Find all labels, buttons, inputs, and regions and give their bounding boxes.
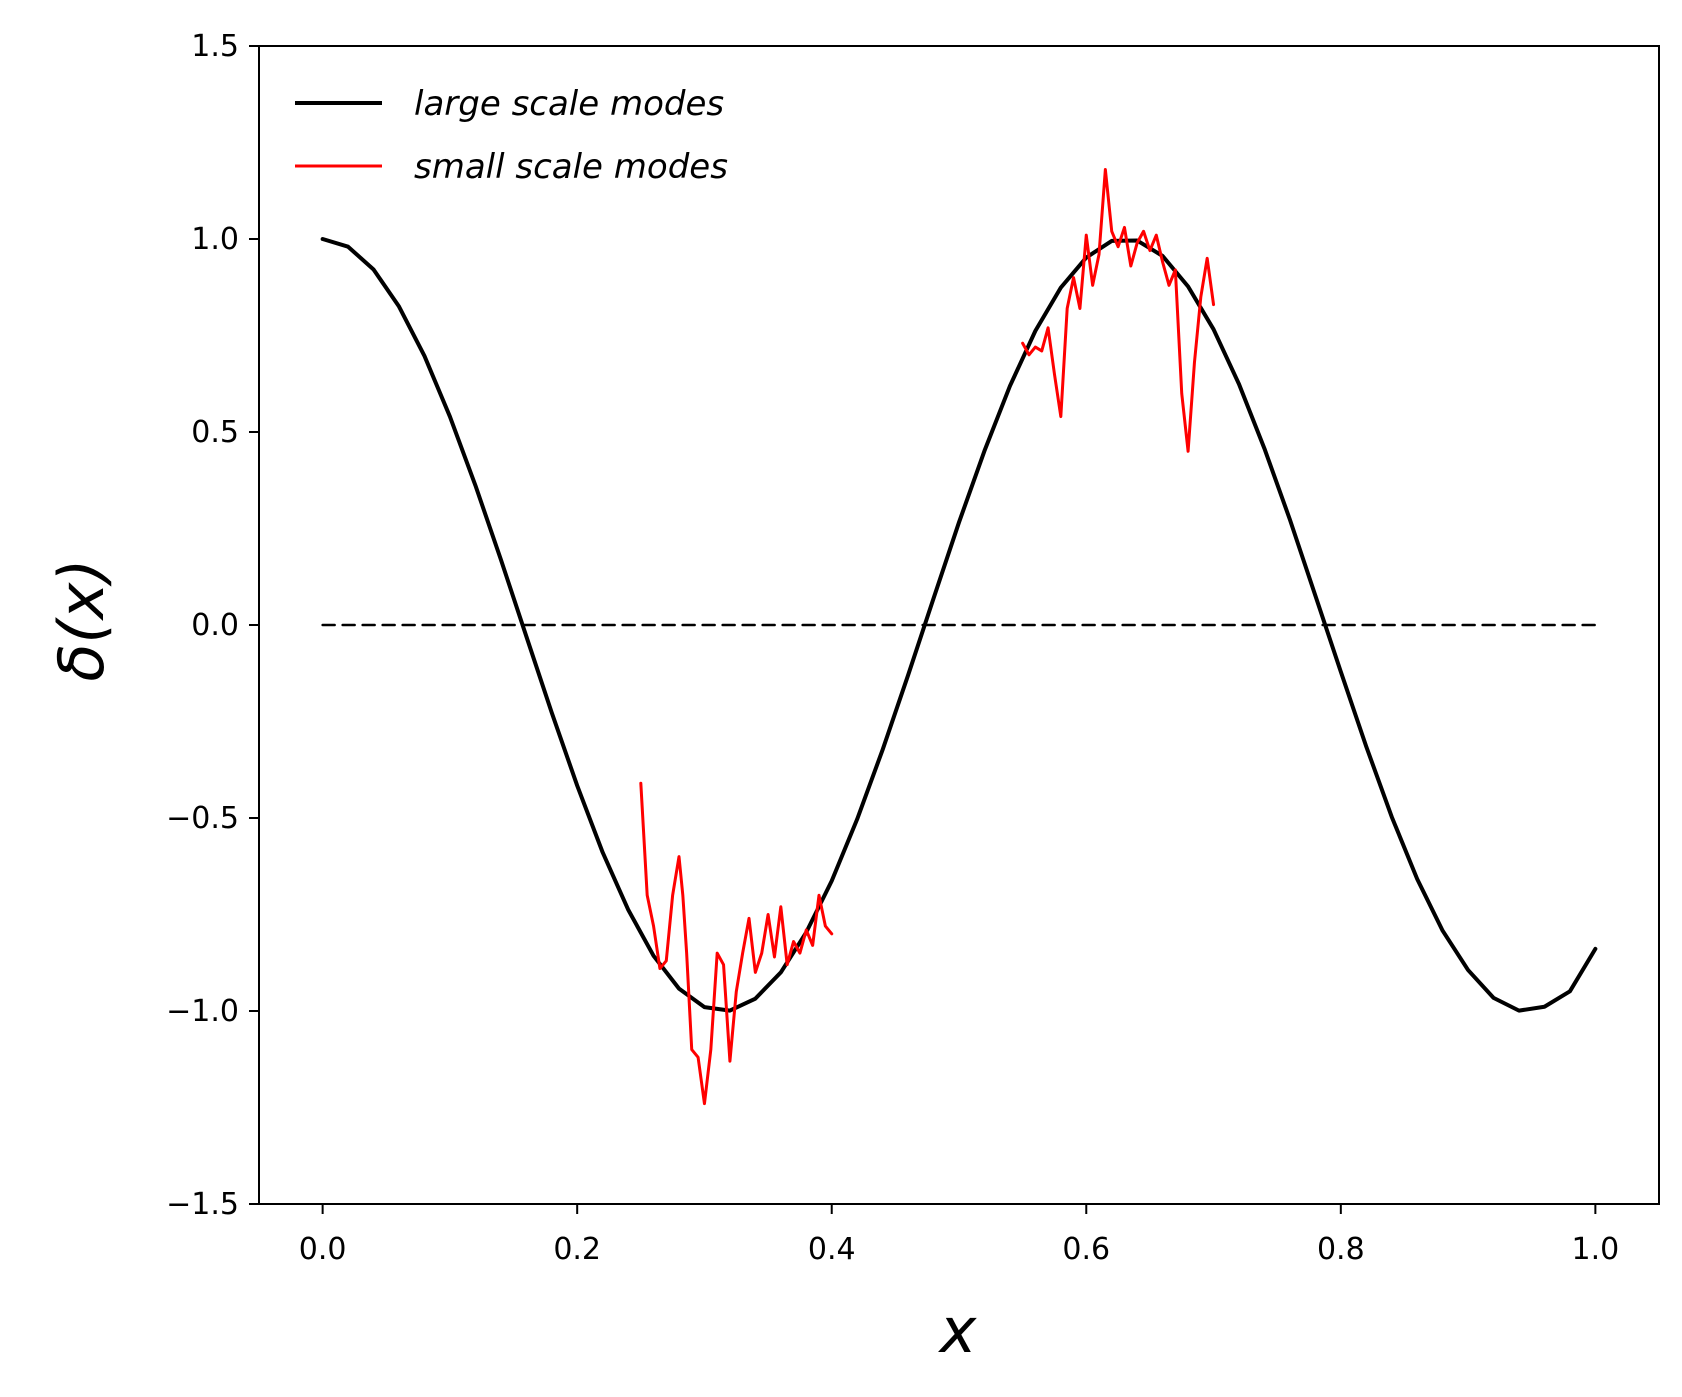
x-axis-ticks: 0.0 0.2 0.4 0.6 0.8 1.0 xyxy=(299,1204,1619,1267)
small-scale-modes-line-segment-2 xyxy=(1021,168,1216,453)
y-axis-ticks: −1.5 −1.0 −0.5 0.0 0.5 1.0 1.5 xyxy=(166,29,259,1222)
y-tick-label: 1.0 xyxy=(191,222,239,257)
y-tick-label: −1.0 xyxy=(166,994,239,1029)
x-tick-label: 1.0 xyxy=(1572,1232,1620,1267)
small-scale-modes-legend-label: small scale modes xyxy=(414,147,728,187)
y-tick-label: −0.5 xyxy=(166,801,239,836)
series-layer xyxy=(320,168,1598,1106)
x-tick-label: 0.8 xyxy=(1317,1232,1365,1267)
small-scale-modes-line-segment-1 xyxy=(639,781,834,1106)
x-tick-label: 0.6 xyxy=(1062,1232,1110,1267)
y-axis-label: δ(x) xyxy=(45,558,118,681)
y-tick-label: 0.0 xyxy=(191,608,239,643)
x-tick-label: 0.4 xyxy=(808,1232,856,1267)
x-tick-label: 0.2 xyxy=(553,1232,601,1267)
legend: large scale modes small scale modes xyxy=(295,84,728,187)
y-tick-label: −1.5 xyxy=(166,1187,239,1222)
x-tick-label: 0.0 xyxy=(299,1232,347,1267)
y-tick-label: 0.5 xyxy=(191,415,239,450)
x-axis-label: x xyxy=(938,1294,978,1367)
y-tick-label: 1.5 xyxy=(191,29,239,64)
large-scale-modes-line xyxy=(320,237,1598,1013)
large-scale-modes-legend-label: large scale modes xyxy=(414,84,724,124)
